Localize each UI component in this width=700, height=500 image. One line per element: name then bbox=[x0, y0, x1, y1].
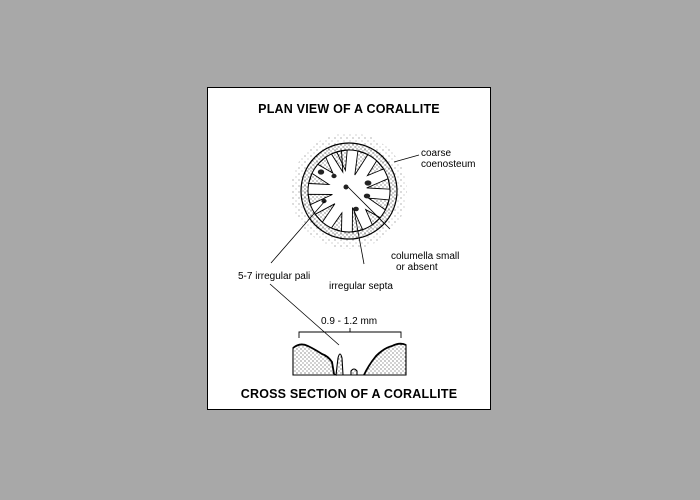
septum bbox=[307, 193, 333, 206]
leader-septa bbox=[353, 209, 365, 265]
palus bbox=[364, 180, 372, 186]
septum bbox=[354, 150, 369, 176]
septum bbox=[367, 197, 390, 211]
palus bbox=[353, 206, 359, 212]
septum bbox=[366, 160, 385, 177]
label-columella-1: columella small bbox=[391, 251, 460, 262]
label-coenosteum-1: coarse bbox=[421, 148, 452, 159]
septum bbox=[308, 172, 331, 186]
pali-group bbox=[317, 169, 372, 212]
septum bbox=[314, 203, 336, 223]
section-rim bbox=[292, 342, 407, 376]
leader-lines bbox=[269, 154, 420, 346]
palus bbox=[321, 198, 327, 204]
palus bbox=[363, 193, 371, 199]
leader-pali-a bbox=[270, 200, 326, 264]
septa-group bbox=[307, 149, 391, 233]
plan-view-title: PLAN VIEW OF A CORALLITE bbox=[258, 102, 440, 116]
leader-pali-b bbox=[269, 283, 340, 346]
diagram-panel: PLAN VIEW OF A CORALLITE coarse coenoste… bbox=[207, 87, 491, 410]
septum bbox=[330, 150, 344, 174]
cross-section-title: CROSS SECTION OF A CORALLITE bbox=[240, 387, 458, 401]
label-pali: 5-7 irregular pali bbox=[238, 271, 311, 282]
leader-coenosteum bbox=[393, 154, 420, 163]
section-profile bbox=[292, 343, 407, 376]
corallite-illustration bbox=[269, 133, 420, 376]
palus bbox=[317, 169, 325, 175]
cross-section bbox=[292, 342, 407, 376]
septum bbox=[366, 178, 391, 190]
columella bbox=[343, 184, 349, 190]
label-dimension: 0.9 - 1.2 mm bbox=[321, 316, 378, 327]
plan-view bbox=[291, 133, 407, 249]
leader-columella bbox=[347, 186, 391, 230]
dimension-bracket bbox=[298, 328, 402, 338]
palus bbox=[331, 173, 337, 179]
septum bbox=[330, 211, 343, 232]
label-columella-2: or absent bbox=[396, 262, 438, 273]
label-septa: irregular septa bbox=[329, 281, 393, 292]
label-coenosteum-2: coenosteum bbox=[421, 159, 476, 170]
septum bbox=[317, 156, 334, 175]
